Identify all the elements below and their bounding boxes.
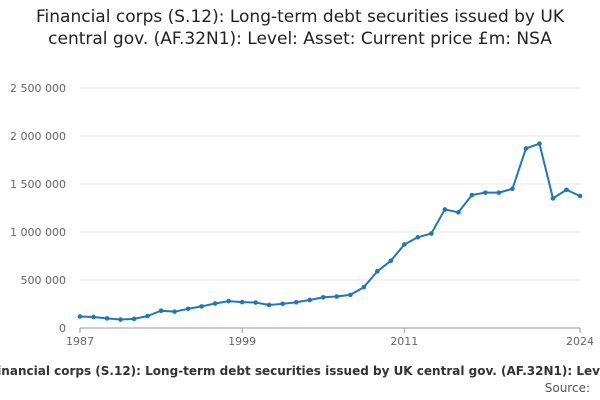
data-point bbox=[402, 242, 407, 247]
x-tick-label: 2011 bbox=[390, 335, 418, 348]
data-point bbox=[442, 207, 448, 212]
y-tick-label: 0 bbox=[59, 322, 66, 335]
data-point bbox=[172, 309, 177, 314]
data-point bbox=[469, 192, 475, 198]
series-layer bbox=[77, 141, 583, 322]
data-point bbox=[307, 297, 313, 303]
data-point bbox=[550, 196, 556, 201]
data-point bbox=[253, 300, 258, 305]
data-point bbox=[91, 314, 96, 320]
source-caption: Source: bbox=[544, 381, 590, 395]
gridlines bbox=[80, 87, 580, 281]
x-tick-label: 1999 bbox=[228, 335, 256, 348]
series-caption-text: Financial corps (S.12): Long-term debt s… bbox=[0, 364, 600, 378]
data-point bbox=[226, 298, 231, 304]
data-point bbox=[334, 294, 340, 299]
tick-labels: 0 500 000 1 000 000 1 500 000 2 000 000 2 500… bbox=[10, 82, 594, 348]
data-point bbox=[429, 231, 434, 236]
series-caption: Financial corps (S.12): Long-term debt s… bbox=[0, 364, 600, 382]
data-point bbox=[199, 304, 204, 309]
data-point bbox=[212, 301, 218, 306]
data-point bbox=[496, 190, 502, 195]
data-point bbox=[145, 313, 150, 319]
y-tick-label: 1 000 000 bbox=[10, 226, 66, 239]
data-point bbox=[320, 294, 326, 300]
data-point bbox=[104, 316, 110, 321]
data-point bbox=[361, 284, 367, 290]
data-point bbox=[185, 306, 191, 312]
data-point bbox=[239, 299, 245, 305]
y-tick-label: 2 500 000 bbox=[10, 82, 66, 95]
data-point bbox=[415, 234, 421, 240]
data-point bbox=[523, 146, 529, 151]
chart-title: Financial corps (S.12): Long-term debt s… bbox=[36, 7, 564, 49]
data-point bbox=[374, 269, 380, 274]
axes bbox=[79, 327, 581, 333]
data-point bbox=[577, 193, 583, 199]
data-point bbox=[77, 314, 83, 319]
data-point bbox=[118, 317, 123, 322]
y-tick-label: 1 500 000 bbox=[10, 178, 66, 191]
data-point bbox=[388, 258, 394, 264]
data-point bbox=[131, 316, 137, 322]
data-point bbox=[564, 187, 569, 193]
data-point bbox=[158, 308, 164, 314]
data-point bbox=[266, 302, 272, 308]
data-point bbox=[280, 301, 286, 307]
data-point bbox=[293, 299, 299, 305]
data-point bbox=[483, 190, 488, 195]
data-point bbox=[456, 210, 461, 215]
data-point bbox=[537, 141, 542, 146]
x-tick-label: 2024 bbox=[566, 335, 594, 348]
data-point bbox=[347, 292, 353, 298]
data-point bbox=[510, 186, 515, 192]
y-tick-label: 2 000 000 bbox=[10, 130, 66, 143]
x-tick-label: 1987 bbox=[66, 335, 94, 348]
y-tick-label: 500 000 bbox=[21, 274, 67, 287]
